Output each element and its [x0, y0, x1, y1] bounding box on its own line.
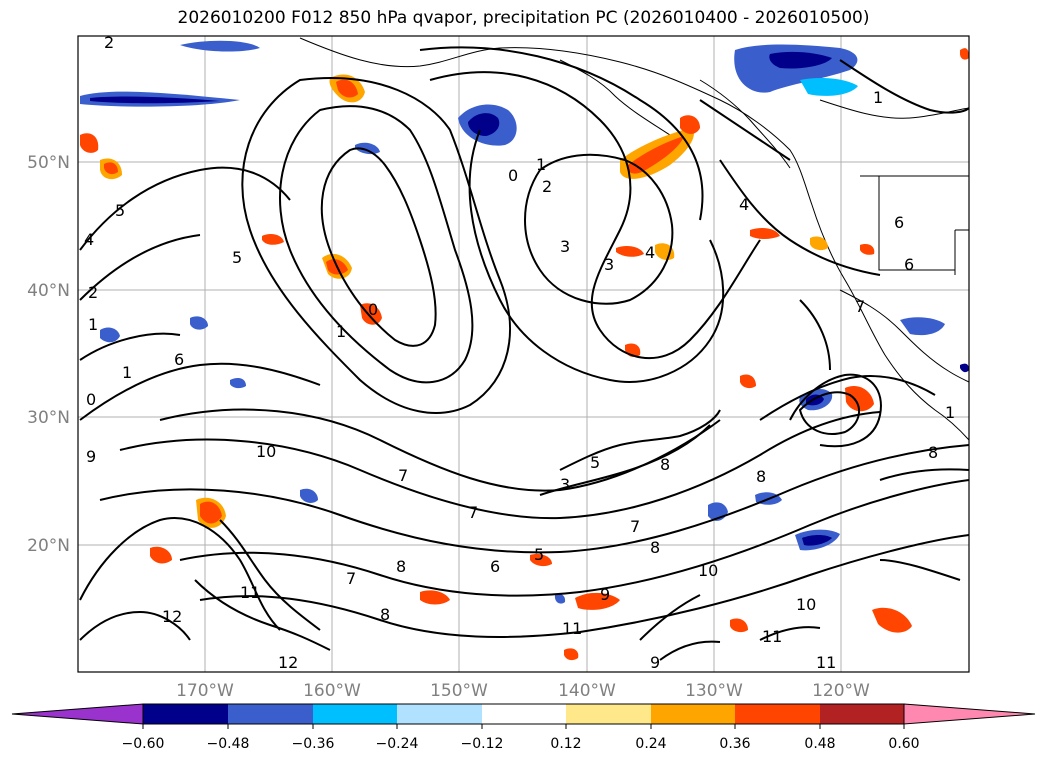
precip-shading	[80, 40, 969, 661]
contour-label: 1	[945, 403, 955, 422]
contour-label: 12	[162, 607, 182, 626]
lon-label: 150°W	[430, 681, 488, 701]
map-panel: 2 1 5 4 5 0 1 2 3 3 4 4 6 6 7 1 0 9 10 7…	[78, 33, 969, 672]
contour-label: 2	[542, 177, 552, 196]
contour-label: 5	[590, 453, 600, 472]
contour-label: 10	[256, 442, 276, 461]
contour-label: 4	[739, 195, 749, 214]
contour-label: 1	[88, 315, 98, 334]
colorbar-segment	[820, 704, 904, 724]
lon-label: 160°W	[303, 681, 361, 701]
contour-label: 0	[368, 300, 378, 319]
contour-label: 2	[88, 283, 98, 302]
contour-label: 3	[604, 255, 614, 274]
contour-label: 11	[240, 583, 260, 602]
lon-labels: 170°W 160°W 150°W 140°W 130°W 120°W	[176, 681, 870, 701]
colorbar-tick-label: 0.60	[888, 736, 919, 752]
lat-label: 20°N	[27, 536, 70, 556]
contour-label: 2	[104, 33, 114, 52]
contour-label: 7	[346, 569, 356, 588]
contour-label: 5	[115, 201, 125, 220]
colorbar-segment	[397, 704, 482, 724]
colorbar-segment	[735, 704, 820, 724]
contour-label: 8	[396, 557, 406, 576]
lat-label: 50°N	[27, 153, 70, 173]
lat-labels: 50°N 40°N 30°N 20°N	[27, 153, 70, 556]
contour-label: 10	[796, 595, 816, 614]
contour-label: 7	[630, 517, 640, 536]
contour-label: 6	[490, 557, 500, 576]
contour-label: 7	[468, 503, 478, 522]
contour-label: 7	[398, 466, 408, 485]
colorbar-segment	[651, 704, 735, 724]
contour-label: 7	[855, 297, 865, 316]
chart-title: 2026010200 F012 850 hPa qvapor, precipit…	[177, 8, 870, 28]
contour-label: 8	[928, 443, 938, 462]
colorbar-tick-label: −0.60	[122, 736, 165, 752]
contour-label: 8	[380, 605, 390, 624]
contour-label: 6	[174, 350, 184, 369]
colorbar-tick-label: −0.12	[461, 736, 504, 752]
contour-label: 8	[756, 467, 766, 486]
colorbar-segment	[566, 704, 651, 724]
contour-label: 11	[762, 627, 782, 646]
lon-label: 120°W	[812, 681, 870, 701]
contour-label: 11	[816, 653, 836, 672]
lat-label: 30°N	[27, 408, 70, 428]
contour-label: 6	[904, 255, 914, 274]
lon-label: 130°W	[685, 681, 743, 701]
contour-labels: 2 1 5 4 5 0 1 2 3 3 4 4 6 6 7 1 0 9 10 7…	[84, 33, 955, 672]
contour-label: 11	[562, 619, 582, 638]
contour-label: 0	[508, 166, 518, 185]
map-frame	[77, 35, 970, 673]
contour-label: 5	[534, 545, 544, 564]
colorbar-tick-label: −0.48	[207, 736, 250, 752]
contour-label: 1	[873, 88, 883, 107]
colorbar-tick-label: −0.24	[376, 736, 419, 752]
contour-label: 4	[84, 230, 94, 249]
contour-label: 9	[600, 585, 610, 604]
contour-label: 1	[336, 322, 346, 341]
contour-label: 8	[650, 538, 660, 557]
colorbar-tick-label: −0.36	[292, 736, 335, 752]
contour-label: 6	[894, 213, 904, 232]
colorbar-segment	[143, 704, 228, 724]
lon-label: 140°W	[558, 681, 616, 701]
contour-label: 3	[560, 475, 570, 494]
qvapor-contours	[79, 46, 969, 661]
contour-label: 1	[536, 155, 546, 174]
contour-label: 9	[86, 447, 96, 466]
contour-label: 9	[650, 653, 660, 672]
colorbar-tick-label: 0.12	[550, 736, 581, 752]
lat-label: 40°N	[27, 281, 70, 301]
colorbar-tick-label: 0.36	[719, 736, 750, 752]
colorbar-segment	[313, 704, 397, 724]
contour-label: 1	[122, 363, 132, 382]
contour-label: 12	[278, 653, 298, 672]
contour-label: 8	[660, 455, 670, 474]
colorbar-extend-min	[11, 703, 144, 725]
colorbar-segment	[228, 704, 313, 724]
lon-label: 170°W	[176, 681, 234, 701]
colorbar-tick-label: 0.48	[804, 736, 835, 752]
contour-label: 10	[698, 561, 718, 580]
colorbar-extend-max	[903, 703, 1036, 725]
colorbar-segment	[482, 704, 566, 724]
colorbar: −0.60 −0.48 −0.36 −0.24 −0.12 0.12 0.24 …	[11, 703, 1036, 752]
contour-label: 5	[232, 248, 242, 267]
colorbar-tick-label: 0.24	[635, 736, 666, 752]
contour-label: 3	[560, 237, 570, 256]
contour-label: 0	[86, 390, 96, 409]
contour-label: 4	[645, 243, 655, 262]
